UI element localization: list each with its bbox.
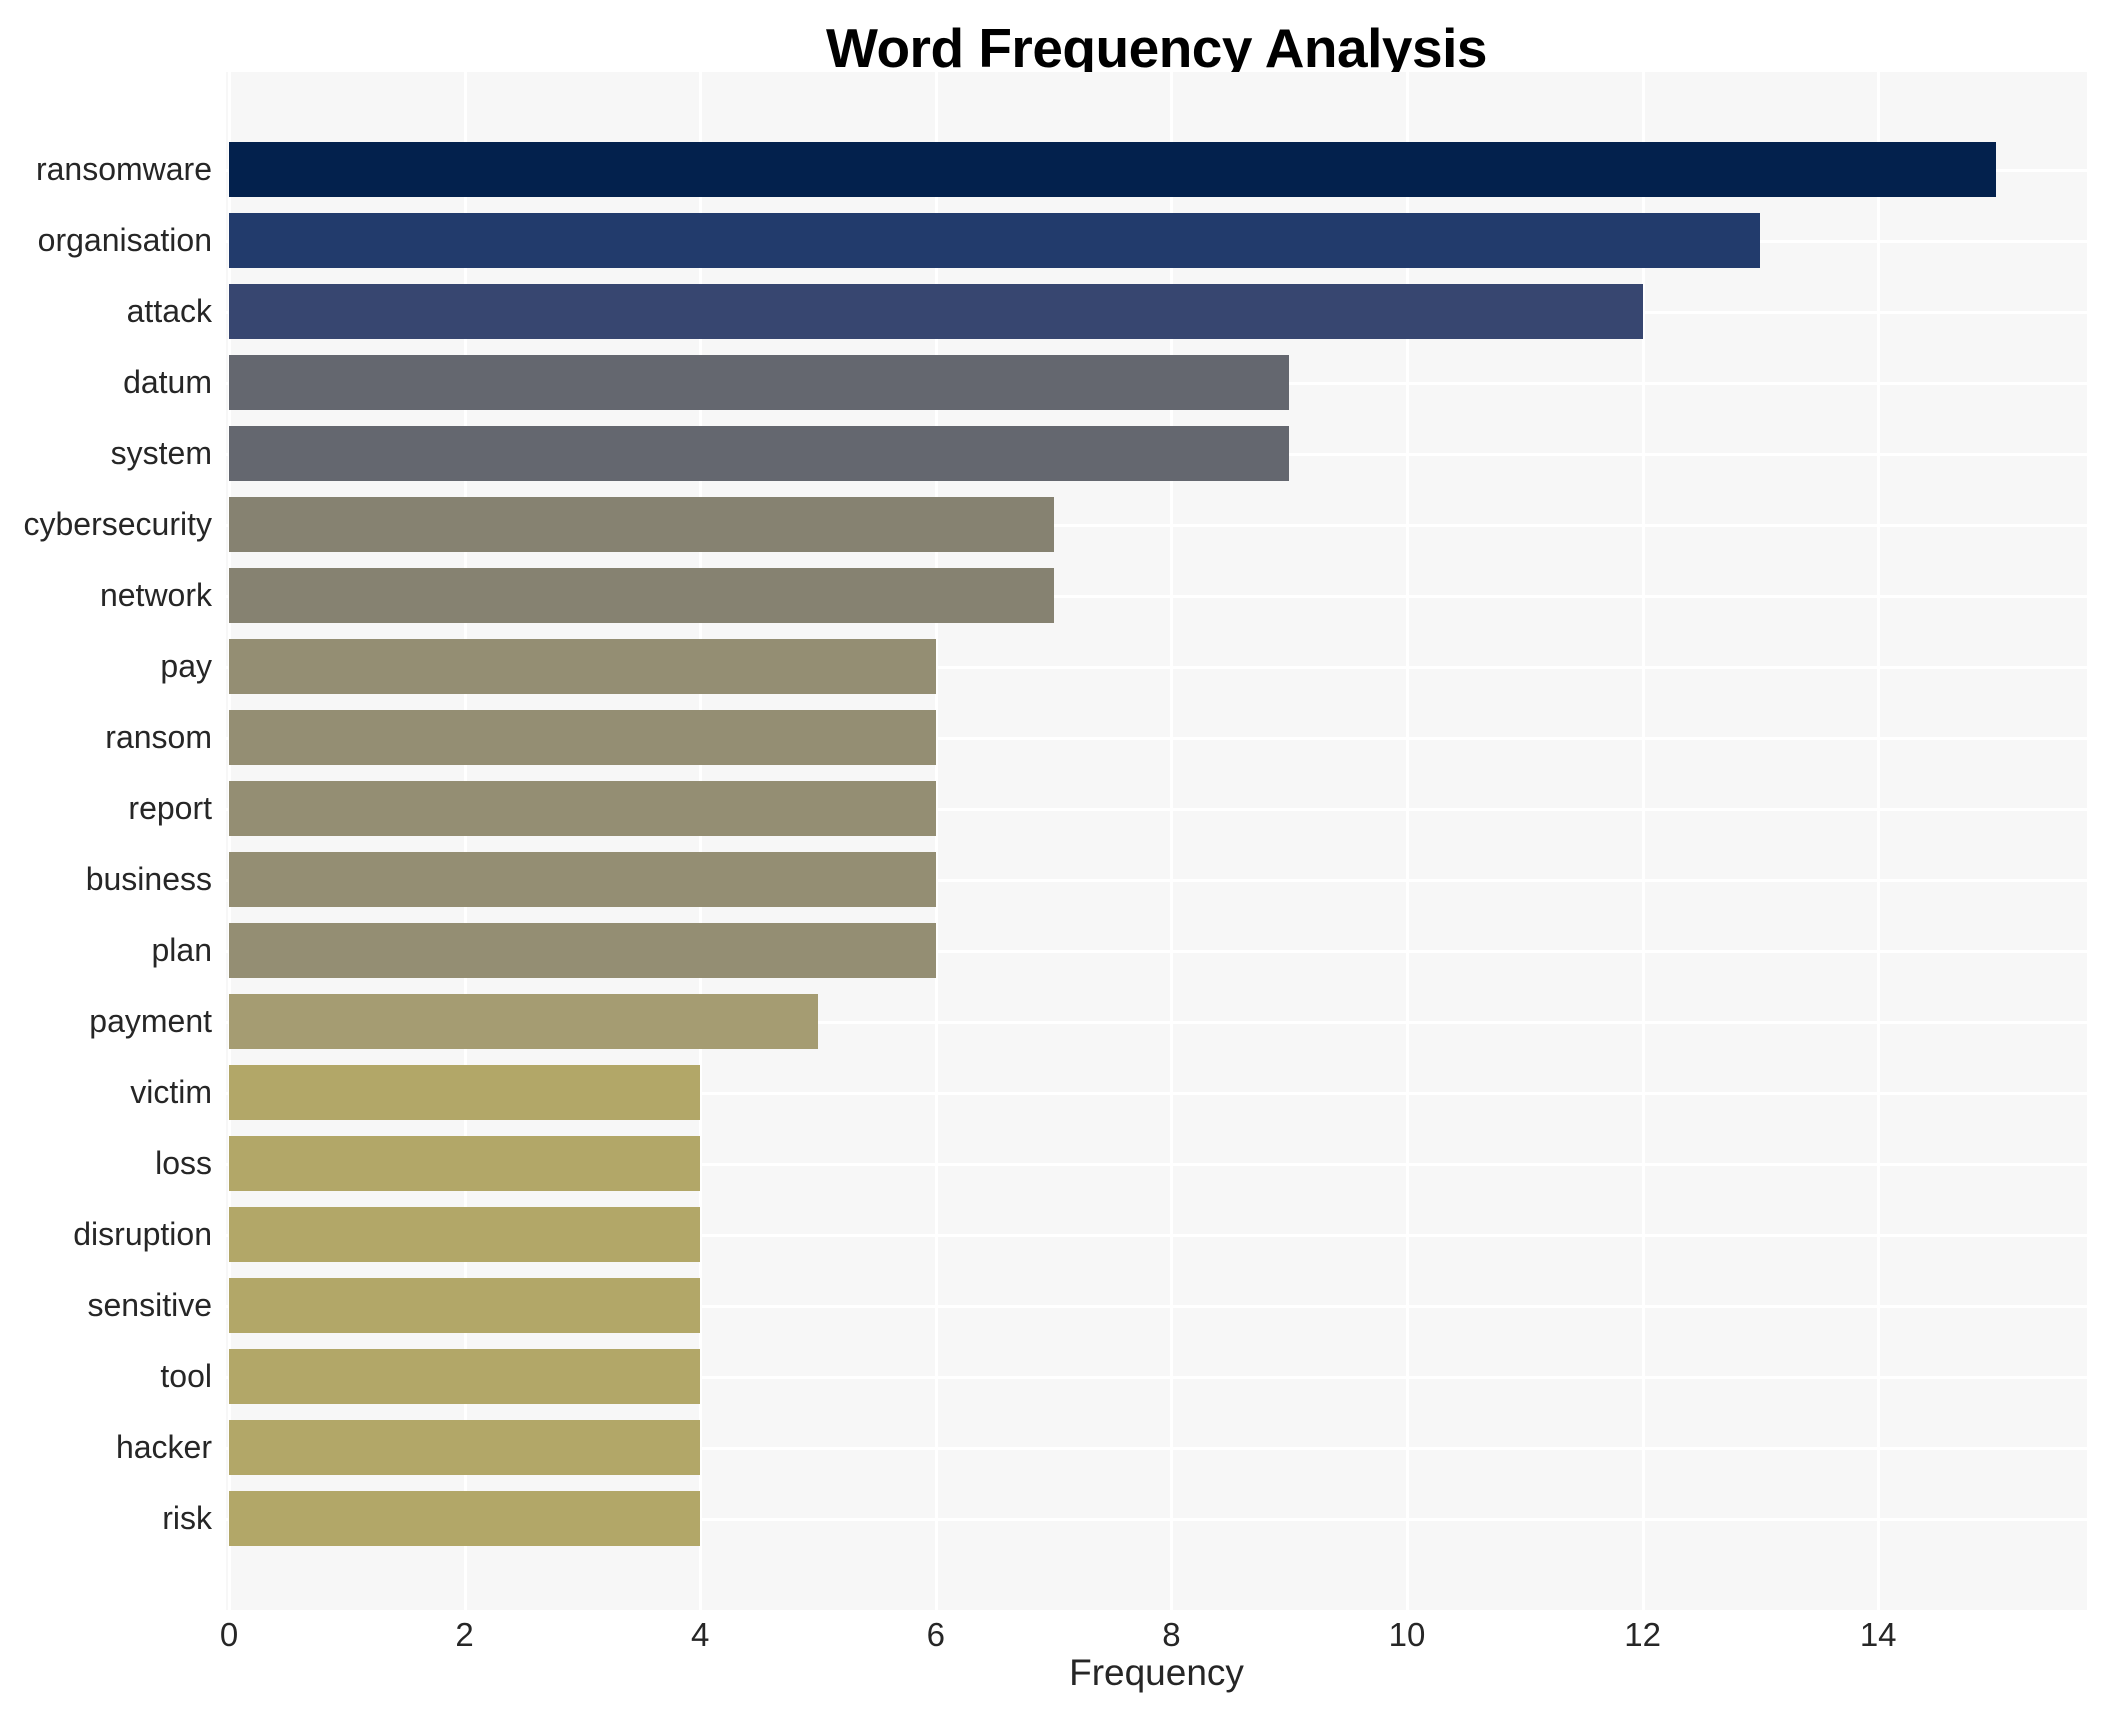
bar-disruption [229, 1207, 701, 1262]
vgridline-6 [934, 72, 938, 1610]
bar-attack [229, 284, 1643, 339]
bar-tool [229, 1349, 701, 1404]
x-tick-14: 14 [1859, 1616, 1897, 1653]
bar-ransom [229, 710, 936, 765]
y-label-cybersecurity: cybersecurity [23, 506, 213, 542]
hgridline-disruption [226, 1233, 2087, 1237]
y-label-business: business [85, 861, 212, 897]
bar-loss [229, 1136, 701, 1191]
y-label-loss: loss [155, 1145, 212, 1181]
x-tick-6: 6 [926, 1616, 945, 1653]
y-label-network: network [99, 577, 212, 613]
hgridline-payment [226, 1020, 2087, 1024]
hgridline-hacker [226, 1446, 2087, 1450]
hgridline-ransom [226, 736, 2087, 740]
y-label-attack: attack [126, 293, 212, 329]
vgridline-8 [1170, 72, 1174, 1610]
vgridline-2 [463, 72, 467, 1610]
bar-sensitive [229, 1278, 701, 1333]
bar-risk [229, 1491, 701, 1546]
bar-system [229, 426, 1290, 481]
bar-network [229, 568, 1054, 623]
bar-business [229, 852, 936, 907]
y-label-pay: pay [160, 648, 212, 684]
hgridline-business [226, 878, 2087, 882]
hgridline-plan [226, 949, 2087, 953]
bar-ransomware [229, 142, 1996, 197]
vgridline-10 [1406, 72, 1409, 1610]
hgridline-cybersecurity [226, 523, 2087, 527]
bar-hacker [229, 1420, 701, 1475]
y-label-plan: plan [151, 932, 213, 968]
x-tick-0: 0 [219, 1616, 239, 1653]
y-label-sensitive: sensitive [87, 1287, 213, 1323]
x-tick-4: 4 [691, 1616, 710, 1653]
hgridline-tool [226, 1375, 2087, 1379]
chart-title: Word Frequency Analysis [826, 17, 1487, 79]
hgridline-sensitive [226, 1304, 2087, 1308]
bar-pay [229, 639, 936, 694]
y-label-datum: datum [123, 364, 212, 400]
hgridline-report [226, 807, 2087, 811]
y-label-disruption: disruption [73, 1216, 212, 1252]
bar-datum [229, 355, 1290, 410]
vgridline-0 [228, 72, 231, 1610]
x-tick-10: 10 [1388, 1616, 1426, 1653]
x-tick-8: 8 [1162, 1616, 1181, 1653]
hgridline-pay [226, 665, 2087, 669]
bar-report [229, 781, 936, 836]
x-axis-title: Frequency [1069, 1652, 1244, 1693]
x-tick-12: 12 [1624, 1616, 1661, 1653]
bar-organisation [229, 213, 1761, 268]
vgridline-4 [699, 72, 703, 1610]
y-label-system: system [110, 435, 212, 471]
vgridline-12 [1641, 72, 1645, 1610]
bar-payment [229, 994, 818, 1049]
y-label-tool: tool [160, 1358, 212, 1394]
y-label-organisation: organisation [37, 222, 212, 258]
y-label-ransomware: ransomware [35, 151, 212, 187]
y-label-payment: payment [89, 1003, 212, 1039]
bar-victim [229, 1065, 701, 1120]
y-label-risk: risk [162, 1500, 212, 1536]
x-tick-2: 2 [455, 1616, 474, 1653]
hgridline-victim [226, 1091, 2087, 1095]
y-label-hacker: hacker [115, 1429, 212, 1465]
plot-area [226, 72, 2087, 1610]
y-label-ransom: ransom [105, 719, 212, 755]
vgridline-14 [1877, 72, 1881, 1610]
hgridline-loss [226, 1162, 2087, 1166]
y-label-victim: victim [130, 1074, 212, 1110]
y-label-report: report [128, 790, 212, 826]
bar-cybersecurity [229, 497, 1054, 552]
bar-plan [229, 923, 936, 978]
hgridline-risk [226, 1517, 2087, 1521]
hgridline-network [226, 594, 2087, 598]
